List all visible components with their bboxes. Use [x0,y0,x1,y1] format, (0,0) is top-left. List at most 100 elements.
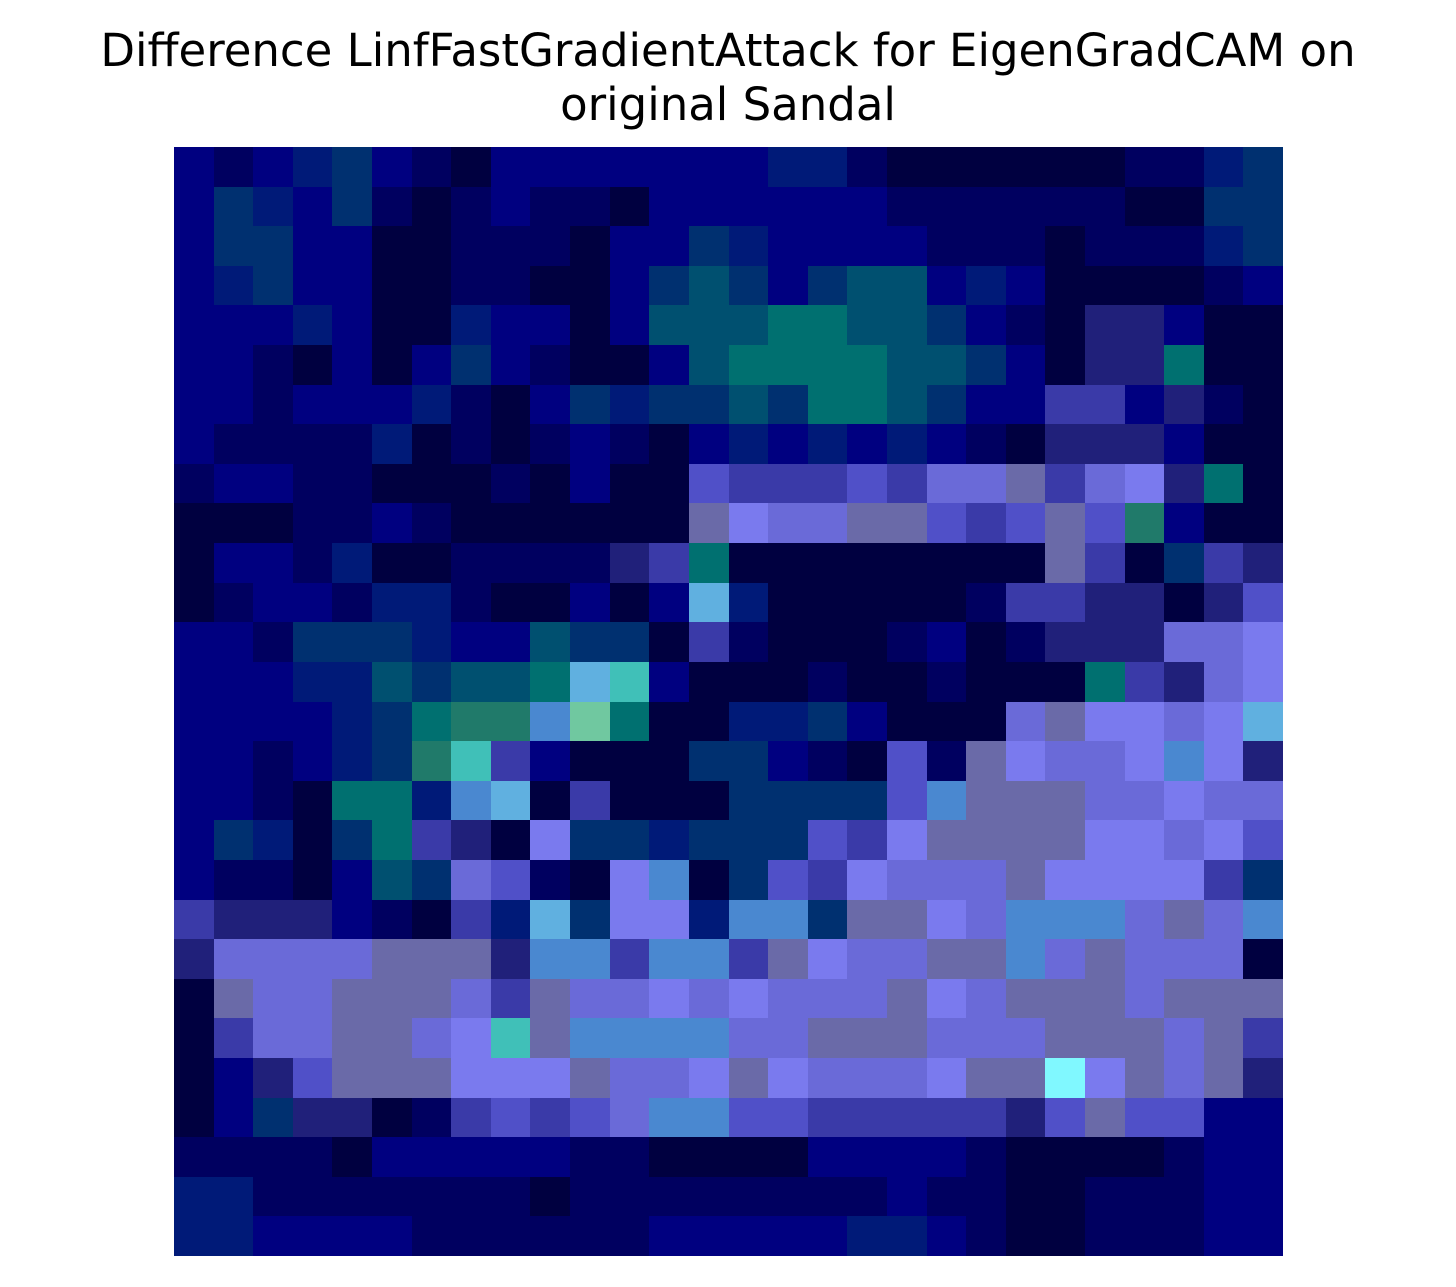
heatmap-cell [807,305,848,346]
heatmap-cell [1045,859,1085,900]
heatmap-cell [1203,265,1244,306]
heatmap-cell [530,305,571,346]
heatmap-cell [649,978,689,1019]
heatmap-cell [332,384,373,425]
heatmap-cell [451,384,491,425]
heatmap-cell [807,978,848,1019]
heatmap-cell [966,939,1006,979]
heatmap-cell [1124,226,1165,266]
heatmap-cell [1084,1018,1125,1058]
heatmap-cell [570,1216,610,1256]
heatmap-cell [1243,939,1283,979]
heatmap-cell [1005,345,1046,385]
heatmap-cell [1045,543,1085,583]
heatmap-cell [926,622,967,662]
heatmap-cell [253,424,293,464]
heatmap-cell [213,543,254,583]
heatmap-cell [451,1097,491,1138]
heatmap-cell [411,1018,452,1058]
heatmap-cell [451,186,491,227]
heatmap-cell [530,978,571,1019]
heatmap-cell [609,820,650,860]
heatmap-cell [174,1057,214,1098]
heatmap-cell [886,1137,927,1177]
heatmap-cell [768,265,808,306]
heatmap-cell [1005,1176,1046,1217]
heatmap-cell [530,147,571,187]
heatmap-cell [926,305,967,346]
heatmap-cell [570,226,610,266]
heatmap-cell [1084,147,1125,187]
heatmap-cell [1084,661,1125,702]
heatmap-cell [570,1057,610,1098]
heatmap-cell [926,384,967,425]
heatmap-cell [253,226,293,266]
heatmap-cell [490,899,531,940]
heatmap-cell [807,1057,848,1098]
heatmap-cell [1203,1176,1244,1217]
heatmap-cell [1045,147,1085,187]
heatmap-cell [530,939,571,979]
heatmap-cell [728,1176,769,1217]
heatmap-cell [490,463,531,504]
heatmap-cell [1084,1176,1125,1217]
heatmap-cell [1203,899,1244,940]
heatmap-cell [451,701,491,742]
heatmap-cell [1164,1176,1204,1217]
heatmap-cell [728,424,769,464]
heatmap-cell [649,1137,689,1177]
heatmap-cell [728,780,769,821]
heatmap-cell [886,1097,927,1138]
heatmap-cell [253,345,293,385]
heatmap-cell [1005,463,1046,504]
heatmap-cell [451,463,491,504]
heatmap-cell [807,859,848,900]
heatmap-cell [253,1176,293,1217]
heatmap-cell [728,859,769,900]
heatmap-cell [768,305,808,346]
heatmap-cell [253,384,293,425]
heatmap-cell [807,1176,848,1217]
heatmap-cell [253,186,293,227]
heatmap-cell [332,701,373,742]
heatmap-cell [253,582,293,623]
heatmap-cell [926,424,967,464]
heatmap-cell [1005,661,1046,702]
heatmap-cell [886,186,927,227]
heatmap-cell [926,661,967,702]
heatmap-cell [332,345,373,385]
heatmap-cell [332,582,373,623]
heatmap-cell [332,978,373,1019]
heatmap-cell [847,622,887,662]
heatmap-cell [1124,780,1165,821]
heatmap-cell [807,226,848,266]
heatmap-cell [174,463,214,504]
heatmap-cell [1124,978,1165,1019]
heatmap-cell [1124,939,1165,979]
heatmap-cell [292,1057,333,1098]
heatmap-cell [213,820,254,860]
heatmap-cell [886,661,927,702]
heatmap-cell [1084,1097,1125,1138]
heatmap-cell [411,741,452,781]
heatmap-cell [807,1216,848,1256]
heatmap-cell [570,780,610,821]
heatmap-cell [253,899,293,940]
heatmap-cell [332,1057,373,1098]
heatmap-cell [688,305,729,346]
heatmap-cell [332,147,373,187]
heatmap-cell [451,345,491,385]
heatmap-cell [1164,305,1204,346]
heatmap-cell [1243,661,1283,702]
heatmap-cell [490,622,531,662]
heatmap-cell [451,859,491,900]
heatmap-cell [1164,859,1204,900]
heatmap-cell [411,463,452,504]
heatmap-cell [1243,345,1283,385]
heatmap-cell [926,186,967,227]
heatmap-cell [1084,543,1125,583]
heatmap-cell [768,384,808,425]
heatmap-cell [1203,186,1244,227]
heatmap-cell [768,1137,808,1177]
heatmap-cell [1045,1018,1085,1058]
